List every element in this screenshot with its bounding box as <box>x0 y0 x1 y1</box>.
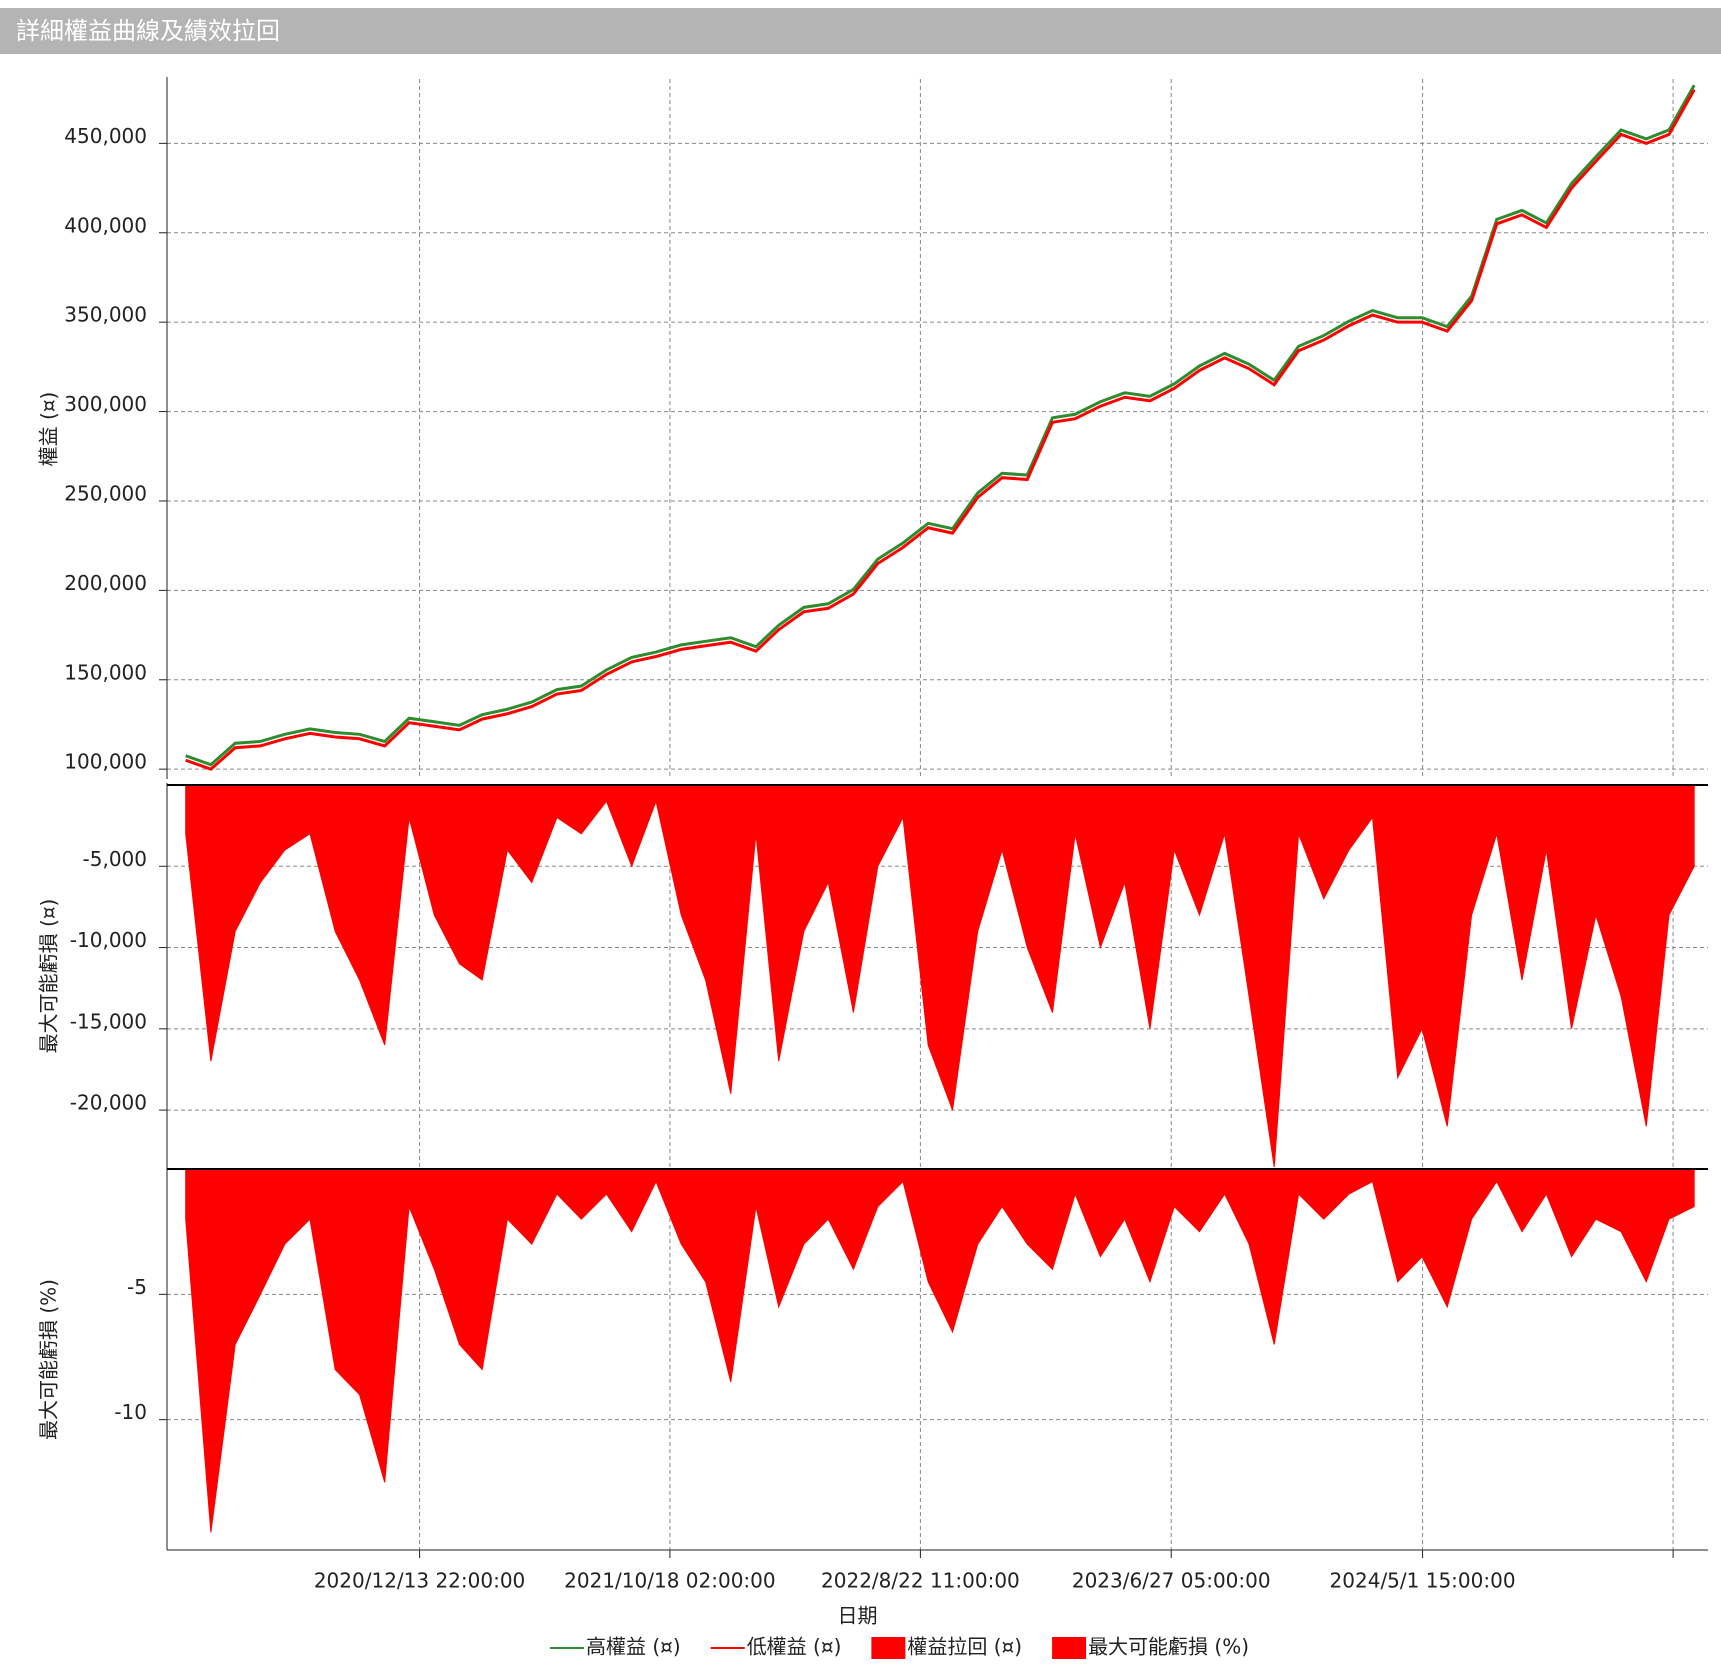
legend-swatch <box>871 1637 906 1659</box>
y-tick-label: -5,000 <box>83 847 147 871</box>
y-tick-label: 300,000 <box>64 392 147 416</box>
y-tick-label: 150,000 <box>64 660 147 684</box>
y-tick-label: -5 <box>127 1275 147 1299</box>
x-tick-label: 2021/10/18 02:00:00 <box>564 1569 775 1593</box>
y-tick-label: 200,000 <box>64 571 147 595</box>
legend-label: 權益拉回 (¤) <box>907 1635 1022 1659</box>
legend-label: 最大可能虧損 (%) <box>1088 1635 1249 1659</box>
y-tick-label: -15,000 <box>70 1009 147 1033</box>
y-axis-label: 最大可能虧損 (%) <box>37 1279 61 1440</box>
y-tick-label: -10 <box>114 1400 147 1424</box>
y-tick-label: 400,000 <box>64 213 147 237</box>
y-axis-label: 權益 (¤) <box>37 392 61 467</box>
y-tick-label: 350,000 <box>64 303 147 327</box>
y-tick-label: 100,000 <box>64 750 147 774</box>
equity-line <box>185 84 1696 767</box>
x-tick-label: 2023/6/27 05:00:00 <box>1072 1569 1271 1593</box>
x-axis-label: 日期 <box>838 1604 878 1628</box>
window-title: 詳細權益曲線及績效拉回 <box>0 8 1721 54</box>
x-tick-label: 2020/12/13 22:00:00 <box>314 1569 525 1593</box>
legend-label: 低權益 (¤) <box>747 1635 842 1659</box>
y-tick-label: -20,000 <box>70 1091 147 1115</box>
y-tick-label: 450,000 <box>64 124 147 148</box>
equity-line <box>185 88 1696 771</box>
drawdown-area <box>185 1168 1695 1533</box>
x-tick-label: 2022/8/22 11:00:00 <box>821 1569 1020 1593</box>
legend-label: 高權益 (¤) <box>586 1635 681 1659</box>
y-tick-label: -10,000 <box>70 928 147 952</box>
y-tick-label: 250,000 <box>64 481 147 505</box>
legend-swatch <box>1052 1637 1087 1659</box>
drawdown-area <box>185 784 1695 1168</box>
x-tick-label: 2024/5/1 15:00:00 <box>1330 1569 1516 1593</box>
y-axis-label: 最大可能虧損 (¤) <box>37 899 61 1054</box>
